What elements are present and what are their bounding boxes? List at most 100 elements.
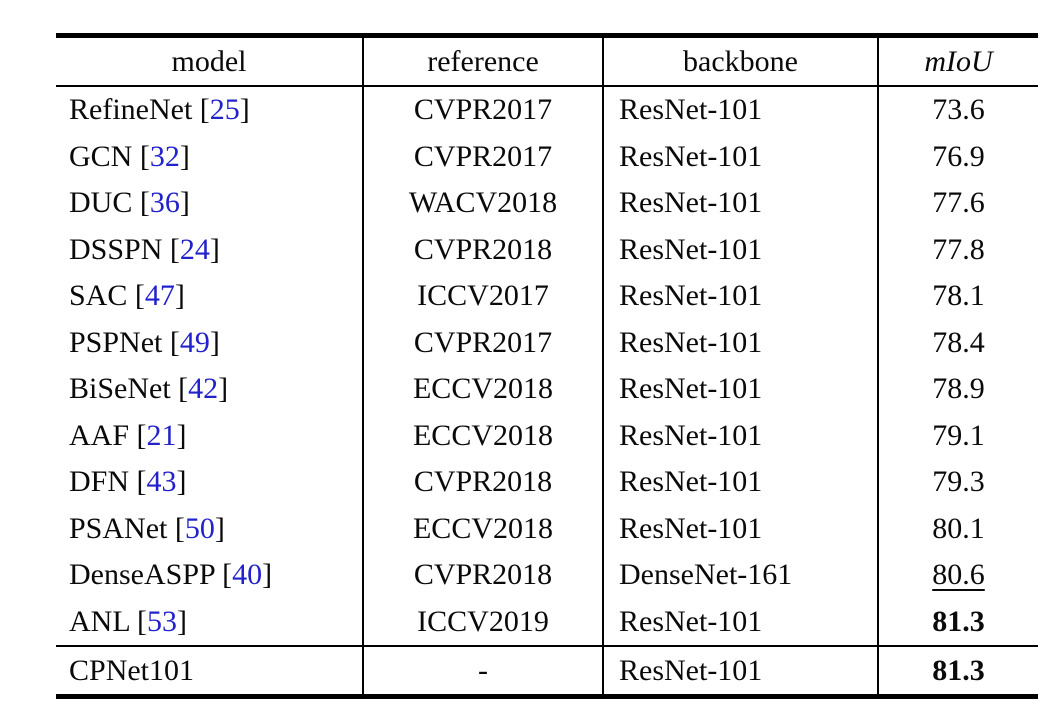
backbone-cell: ResNet-101 — [603, 598, 879, 646]
backbone-cell: ResNet-101 — [603, 366, 879, 413]
miou-cell: 80.6 — [878, 552, 1038, 599]
reference-cell: CVPR2018 — [363, 459, 604, 506]
miou-value: 78.4 — [932, 325, 985, 359]
miou-cell: 77.8 — [878, 227, 1038, 274]
citation-bracket-close: ] — [209, 325, 220, 359]
miou-value: 77.8 — [932, 232, 985, 266]
header-row: model reference backbone mIoU — [56, 35, 1038, 87]
citation-link[interactable]: 42 — [188, 372, 219, 406]
model-name: DUC — [69, 186, 133, 220]
reference-cell: CVPR2017 — [363, 133, 604, 180]
backbone-value: ResNet-101 — [619, 465, 763, 499]
miou-value: 80.6 — [932, 558, 985, 592]
model-cell: DFN [43] — [56, 459, 364, 506]
table-footer: CPNet101 - ResNet-101 81.3 — [56, 645, 1038, 697]
model-name: DenseASPP — [69, 558, 215, 592]
citation-bracket-open: [ — [129, 418, 147, 452]
citation-bracket-open: [ — [214, 558, 233, 592]
citation-bracket-close: ] — [209, 232, 220, 266]
backbone-cell: ResNet-101 — [603, 180, 879, 227]
reference-cell: WACV2018 — [363, 180, 604, 227]
citation-bracket-close: ] — [239, 93, 250, 127]
table-row: DSSPN [24] CVPR2018 ResNet-101 77.8 — [56, 226, 1038, 274]
backbone-value: ResNet-101 — [619, 232, 763, 266]
miou-value: 76.9 — [932, 139, 985, 173]
model-name: GCN — [69, 139, 133, 173]
citation-link[interactable]: 24 — [179, 232, 210, 266]
miou-value: 79.3 — [932, 465, 985, 499]
backbone-value: ResNet-101 — [619, 511, 763, 545]
citation-bracket-close: ] — [177, 604, 188, 638]
backbone-value: ResNet-101 — [619, 139, 763, 173]
miou-value: 77.6 — [932, 186, 985, 220]
backbone-value: ResNet-101 — [619, 186, 763, 220]
table-body: RefineNet [25] CVPR2017 ResNet-101 73.6 GCN … — [56, 86, 1038, 646]
miou-cell: 76.9 — [878, 134, 1038, 181]
table-row: DFN [43] CVPR2018 ResNet-101 79.3 — [56, 459, 1038, 506]
model-cell: GCN [32] — [56, 133, 364, 180]
miou-cell: 78.9 — [878, 366, 1038, 413]
citation-bracket-close: ] — [176, 465, 187, 499]
model-cell: ANL [53] — [56, 598, 364, 646]
table-row: AAF [21] ECCV2018 ResNet-101 79.1 — [56, 412, 1038, 459]
citation-bracket-close: ] — [218, 372, 229, 406]
table-row: RefineNet [25] CVPR2017 ResNet-101 73.6 — [56, 86, 1038, 134]
col-header-model: model — [56, 35, 364, 87]
backbone-cell: ResNet-101 — [603, 505, 879, 552]
citation-link[interactable]: 40 — [232, 558, 263, 592]
citation-link[interactable]: 25 — [209, 93, 240, 127]
citation-link[interactable]: 36 — [149, 186, 180, 220]
miou-value: 81.3 — [932, 653, 985, 687]
backbone-value: ResNet-101 — [619, 653, 763, 687]
citation-link[interactable]: 47 — [144, 279, 175, 313]
model-cell: RefineNet [25] — [56, 86, 364, 134]
backbone-cell: ResNet-101 — [603, 273, 879, 320]
reference-cell: CVPR2017 — [363, 86, 604, 134]
citation-link[interactable]: 53 — [147, 604, 178, 638]
citation-link[interactable]: 49 — [179, 325, 210, 359]
citation-bracket-open: [ — [129, 604, 148, 638]
col-header-backbone: backbone — [603, 35, 879, 87]
citation-bracket-close: ] — [214, 511, 225, 545]
miou-value: 73.6 — [932, 93, 985, 127]
miou-cell: 78.1 — [878, 273, 1038, 320]
miou-cell: 77.6 — [878, 180, 1038, 227]
reference-cell: CVPR2017 — [363, 319, 604, 366]
citation-bracket-open: [ — [162, 232, 180, 266]
miou-value: 78.9 — [932, 372, 985, 406]
backbone-value: ResNet-101 — [619, 325, 763, 359]
model-cell: SAC [47] — [56, 273, 364, 320]
backbone-value: DenseNet-161 — [619, 558, 793, 592]
citation-bracket-open: [ — [192, 93, 210, 127]
backbone-value: ResNet-101 — [619, 279, 763, 313]
citation-bracket-close: ] — [179, 186, 190, 220]
col-header-reference: reference — [363, 35, 604, 87]
reference-value: CVPR2018 — [413, 465, 553, 499]
model-cell: DUC [36] — [56, 180, 364, 227]
citation-link[interactable]: 32 — [149, 139, 180, 173]
reference-value: CVPR2018 — [413, 558, 553, 592]
reference-cell: ECCV2018 — [363, 505, 604, 552]
citation-link[interactable]: 43 — [146, 465, 177, 499]
citation-link[interactable]: 50 — [184, 511, 215, 545]
miou-cell: 81.3 — [878, 599, 1038, 647]
miou-cell: 78.4 — [878, 320, 1038, 367]
backbone-cell: ResNet-101 — [603, 133, 879, 180]
table-row: PSANet [50] ECCV2018 ResNet-101 80.1 — [56, 505, 1038, 552]
table-row: GCN [32] CVPR2017 ResNet-101 76.9 — [56, 133, 1038, 181]
backbone-cell: ResNet-101 — [603, 459, 879, 506]
results-table: model reference backbone mIoU RefineNet … — [56, 33, 1038, 699]
citation-bracket-open: [ — [132, 139, 150, 173]
reference-value: CVPR2017 — [413, 93, 553, 127]
citation-bracket-close: ] — [262, 558, 273, 592]
citation-link[interactable]: 21 — [146, 418, 177, 452]
miou-value: 78.1 — [932, 279, 985, 313]
backbone-cell: ResNet-101 — [603, 645, 879, 697]
reference-cell: - — [363, 645, 604, 697]
model-cell: PSPNet [49] — [56, 319, 364, 366]
model-cell: BiSeNet [42] — [56, 366, 364, 413]
citation-bracket-open: [ — [167, 511, 185, 545]
model-name: PSPNet — [69, 325, 163, 359]
model-cell: DenseASPP [40] — [56, 552, 364, 599]
